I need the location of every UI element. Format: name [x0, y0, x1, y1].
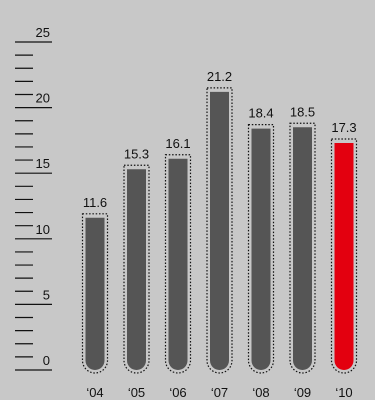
labels: 0 5 10 15 20 25 11.6 ‘04 15.3 ‘05 16.1 ‘06 21.2 ‘07 18… [36, 25, 357, 400]
bar [127, 169, 146, 370]
bar-value-label: 21.2 [207, 69, 232, 84]
bar-value-label: 17.3 [331, 120, 356, 135]
bar-highlight [334, 143, 354, 370]
bar [251, 128, 271, 370]
x-category-label: ‘04 [86, 385, 103, 400]
bar-outline [330, 138, 358, 374]
bar-value-label: 18.4 [248, 106, 273, 121]
bar-outline [289, 122, 316, 374]
x-category-label: ‘05 [128, 385, 145, 400]
bar [85, 217, 105, 370]
bar [293, 127, 312, 370]
y-axis [15, 41, 52, 371]
x-category-label: ‘07 [211, 385, 228, 400]
y-tick-label: 15 [36, 156, 50, 171]
bar-outline [123, 164, 150, 374]
bar-outline [247, 123, 275, 374]
bar-value-label: 15.3 [124, 146, 149, 161]
y-tick-label: 20 [36, 91, 50, 106]
x-category-label: ‘08 [252, 385, 269, 400]
bar [168, 158, 188, 370]
x-category-label: ‘06 [169, 385, 186, 400]
bar-value-label: 11.6 [83, 195, 107, 210]
bars [81, 87, 358, 374]
y-tick-label: 5 [43, 287, 50, 302]
bar-outline [164, 154, 192, 374]
y-tick-label: 0 [43, 353, 50, 368]
bar [210, 91, 229, 370]
bar-outline [206, 87, 233, 374]
y-tick-label: 10 [36, 222, 50, 237]
bar-value-label: 16.1 [165, 136, 190, 151]
bar-outline [81, 213, 109, 374]
x-category-label: ‘10 [335, 385, 352, 400]
x-category-label: ‘09 [294, 385, 311, 400]
bar-value-label: 18.5 [290, 104, 315, 119]
y-tick-label: 25 [36, 25, 50, 40]
